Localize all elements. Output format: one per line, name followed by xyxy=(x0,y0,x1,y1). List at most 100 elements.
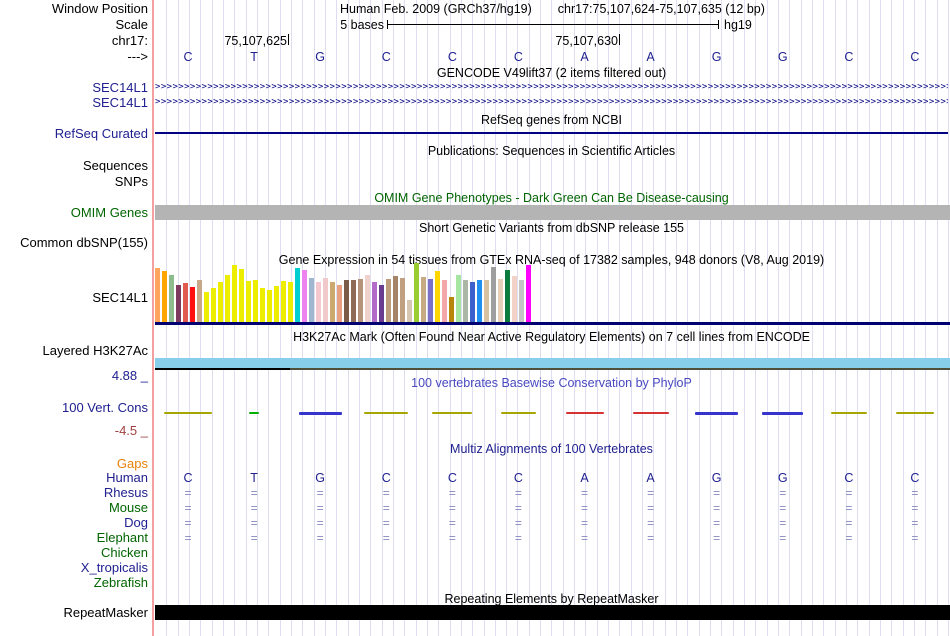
gtex-tissue-bar[interactable] xyxy=(302,270,307,322)
grid-line xyxy=(188,0,190,636)
multiz-row-label-zebrafish[interactable]: Zebrafish xyxy=(93,575,148,590)
gtex-tissue-bar[interactable] xyxy=(379,285,384,322)
gtex-tissue-bar[interactable] xyxy=(358,279,363,322)
repeatmasker-track-label[interactable]: RepeatMasker xyxy=(63,605,148,620)
gtex-tissue-bar[interactable] xyxy=(190,287,195,322)
grid-line xyxy=(370,0,372,636)
multiz-identity-mark: = xyxy=(911,486,919,500)
multiz-row-label-rhesus[interactable]: Rhesus xyxy=(103,485,148,500)
snps-track-label[interactable]: SNPs xyxy=(114,174,148,189)
multiz-identity-mark: = xyxy=(713,486,721,500)
multiz-identity-mark: = xyxy=(647,531,655,545)
repeatmasker-element-bar[interactable] xyxy=(155,605,950,620)
gtex-tissue-bar[interactable] xyxy=(197,280,202,322)
gtex-tissue-bar[interactable] xyxy=(365,275,370,322)
gtex-tissue-bar[interactable] xyxy=(253,280,258,322)
gencode-gene-arrows-1[interactable]: >>>>>>>>>>>>>>>>>>>>>>>>>>>>>>>>>>>>>>>>… xyxy=(155,82,948,92)
multiz-row-label-elephant[interactable]: Elephant xyxy=(96,530,148,545)
gtex-tissue-bar[interactable] xyxy=(211,288,216,322)
multiz-identity-mark: = xyxy=(580,486,588,500)
gtex-tissue-bar[interactable] xyxy=(470,282,475,322)
gtex-tissue-bar[interactable] xyxy=(512,276,517,322)
gencode-gene-label-1[interactable]: SEC14L1 xyxy=(92,80,148,95)
gtex-tissue-bar[interactable] xyxy=(421,277,426,322)
multiz-row-label-mouse[interactable]: Mouse xyxy=(108,500,148,515)
multiz-identity-mark: = xyxy=(647,516,655,530)
gtex-tissue-bar[interactable] xyxy=(435,271,440,322)
gtex-tissue-bar[interactable] xyxy=(484,280,489,322)
gencode-gene-label-2[interactable]: SEC14L1 xyxy=(92,95,148,110)
gtex-tissue-bar[interactable] xyxy=(526,265,531,322)
multiz-row-label-chicken[interactable]: Chicken xyxy=(101,545,148,560)
gtex-tissue-bar[interactable] xyxy=(288,282,293,322)
gtex-tissue-bar[interactable] xyxy=(505,270,510,322)
multiz-row-label-gaps[interactable]: Gaps xyxy=(116,456,148,471)
gtex-tissue-bar[interactable] xyxy=(316,282,321,322)
gtex-tissue-bar[interactable] xyxy=(155,268,160,322)
gtex-tissue-bar[interactable] xyxy=(456,275,461,322)
gtex-tissue-bar[interactable] xyxy=(274,286,279,322)
gtex-tissue-bar[interactable] xyxy=(183,283,188,322)
multiz-identity-mark: = xyxy=(184,531,192,545)
omim-gene-bar[interactable] xyxy=(155,205,950,220)
multiz-identity-mark: = xyxy=(250,486,258,500)
gtex-tissue-bar[interactable] xyxy=(260,288,265,322)
publications-track-title: Publications: Sequences in Scientific Ar… xyxy=(427,144,676,158)
gtex-tissue-bar[interactable] xyxy=(407,300,412,322)
gtex-tissue-bar[interactable] xyxy=(491,267,496,322)
ruler-base-letter: C xyxy=(910,50,920,64)
gtex-tissue-bar[interactable] xyxy=(267,290,272,322)
multiz-identity-mark: = xyxy=(382,486,390,500)
dbsnp-track-label[interactable]: Common dbSNP(155) xyxy=(20,235,148,250)
gtex-tissue-bar[interactable] xyxy=(225,275,230,322)
gtex-tissue-bar[interactable] xyxy=(519,280,524,322)
gtex-tissue-bar[interactable] xyxy=(204,292,209,322)
multiz-identity-mark: = xyxy=(647,486,655,500)
gtex-tissue-bar[interactable] xyxy=(323,278,328,322)
assembly-date-text: Human Feb. 2009 (GRCh37/hg19) xyxy=(340,2,532,16)
multiz-row-label-human[interactable]: Human xyxy=(106,470,148,485)
gtex-tissue-bar[interactable] xyxy=(428,279,433,322)
omim-track-label[interactable]: OMIM Genes xyxy=(70,205,148,220)
gtex-tissue-bar[interactable] xyxy=(498,279,503,322)
gtex-tissue-bar[interactable] xyxy=(393,276,398,322)
refseq-track-label[interactable]: RefSeq Curated xyxy=(54,126,148,141)
multiz-identity-mark: = xyxy=(713,516,721,530)
gtex-tissue-bar[interactable] xyxy=(351,280,356,322)
h3k27ac-track-label[interactable]: Layered H3K27Ac xyxy=(42,343,148,358)
gtex-tissue-bar[interactable] xyxy=(239,269,244,322)
refseq-gene-line[interactable] xyxy=(155,132,948,134)
multiz-row-label-x_tropicalis[interactable]: X_tropicalis xyxy=(80,560,148,575)
multiz-identity-mark: = xyxy=(250,501,258,515)
gtex-tissue-bar[interactable] xyxy=(386,279,391,322)
gtex-tissue-bar[interactable] xyxy=(232,265,237,322)
gtex-tissue-bar[interactable] xyxy=(442,280,447,322)
gtex-tissue-bar[interactable] xyxy=(449,297,454,322)
gtex-tissue-bar[interactable] xyxy=(337,285,342,322)
multiz-identity-mark: = xyxy=(845,531,853,545)
grid-line xyxy=(630,0,632,636)
gtex-tissue-bar[interactable] xyxy=(477,280,482,322)
gtex-tissue-bar[interactable] xyxy=(414,263,419,322)
h3k27ac-signal-bar[interactable] xyxy=(155,358,950,370)
gtex-tissue-bar[interactable] xyxy=(176,285,181,322)
multiz-row-label-dog[interactable]: Dog xyxy=(124,515,148,530)
gtex-tissue-bar[interactable] xyxy=(344,280,349,322)
gtex-gene-label[interactable]: SEC14L1 xyxy=(92,290,148,305)
gtex-tissue-bar[interactable] xyxy=(169,275,174,322)
sequences-track-label[interactable]: Sequences xyxy=(82,158,148,173)
gtex-tissue-bar[interactable] xyxy=(295,268,300,322)
gtex-tissue-bar[interactable] xyxy=(309,278,314,322)
gtex-tissue-bar[interactable] xyxy=(372,282,377,322)
gtex-tissue-bar[interactable] xyxy=(463,280,468,322)
gencode-gene-arrows-2[interactable]: >>>>>>>>>>>>>>>>>>>>>>>>>>>>>>>>>>>>>>>>… xyxy=(155,97,948,107)
phylop-track-label[interactable]: 100 Vert. Cons xyxy=(62,400,148,415)
gtex-tissue-bar[interactable] xyxy=(330,282,335,322)
gtex-tissue-bar[interactable] xyxy=(400,278,405,322)
gtex-tissue-bar[interactable] xyxy=(246,281,251,322)
gtex-barchart[interactable] xyxy=(155,260,948,322)
gtex-tissue-bar[interactable] xyxy=(281,281,286,322)
gtex-tissue-bar[interactable] xyxy=(218,282,223,322)
gtex-tissue-bar[interactable] xyxy=(162,271,167,322)
